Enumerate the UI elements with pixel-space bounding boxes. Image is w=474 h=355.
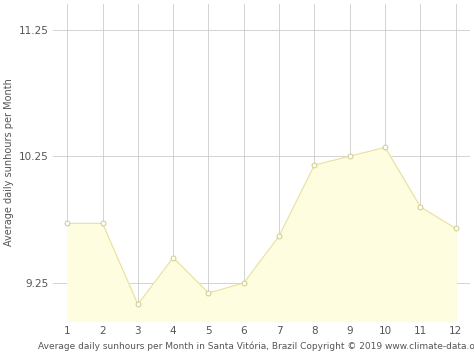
X-axis label: Average daily sunhours per Month in Santa Vitória, Brazil Copyright © 2019 www.c: Average daily sunhours per Month in Sant…	[38, 342, 474, 351]
Y-axis label: Average daily sunhours per Month: Average daily sunhours per Month	[4, 78, 14, 246]
